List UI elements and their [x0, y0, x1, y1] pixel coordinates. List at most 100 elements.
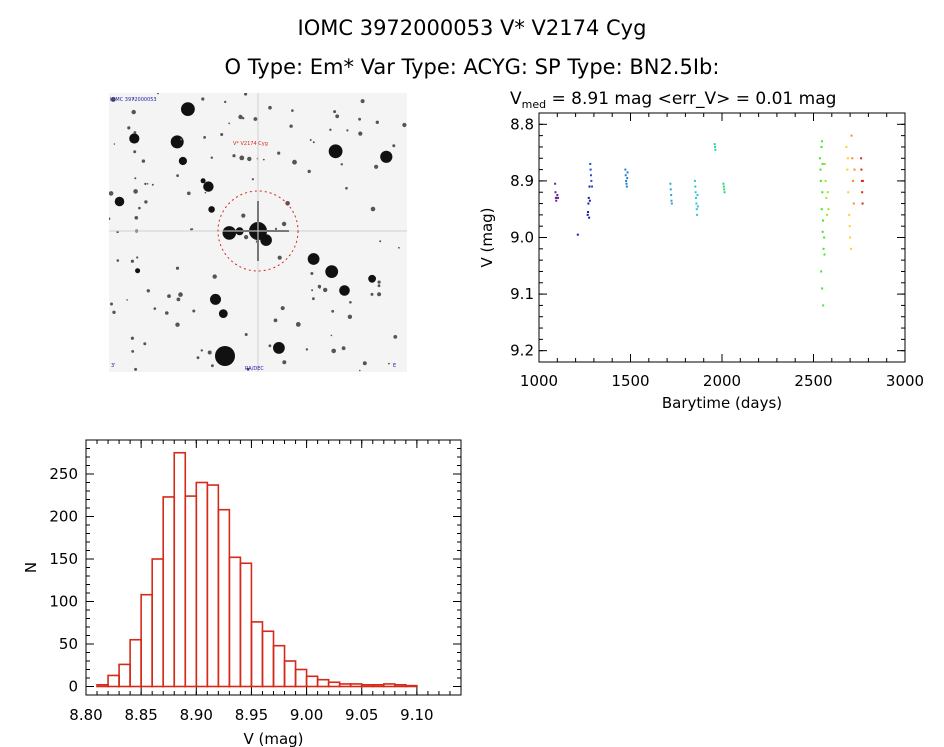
- lightcurve-point: [861, 179, 864, 182]
- histogram-bar: [228, 556, 242, 688]
- star-dot: [285, 201, 290, 206]
- star-dot: [244, 235, 249, 240]
- histogram-bar: [405, 684, 418, 688]
- star-field-image: IOMC 3972000053 V* V2174 Cyg 3' RA/DEC E: [109, 93, 407, 372]
- star-dot: [232, 154, 236, 158]
- lightcurve-point: [587, 196, 590, 199]
- lightcurve-x-tick-label: 1000: [520, 372, 558, 390]
- histogram-x-tick-label: 8.80: [69, 706, 102, 724]
- lightcurve-point: [860, 179, 863, 182]
- lightcurve-x-tick-label: 2500: [794, 372, 832, 390]
- lightcurve-point: [849, 236, 852, 239]
- star-dot: [175, 266, 180, 270]
- star-dot: [165, 311, 169, 315]
- histogram-bar: [173, 451, 187, 688]
- star-dot: [325, 265, 339, 278]
- lightcurve-point: [669, 188, 672, 191]
- lightcurve-y-tick-label: 8.8: [510, 115, 534, 133]
- star-dot: [307, 253, 320, 265]
- star-dot: [317, 284, 322, 289]
- star-dot: [109, 191, 114, 196]
- star-dot: [146, 289, 150, 293]
- lightcurve-point: [845, 145, 848, 148]
- lightcurve-point: [670, 194, 673, 197]
- image-label-bottom-right: E: [393, 363, 396, 369]
- lightcurve-point: [695, 196, 698, 199]
- lightcurve-point: [823, 162, 826, 165]
- star-dot: [153, 307, 157, 310]
- lightcurve-point: [848, 225, 851, 228]
- star-dot: [268, 105, 272, 110]
- lightcurve-point: [694, 185, 697, 188]
- lightcurve-point: [670, 199, 673, 202]
- star-dot: [135, 268, 141, 274]
- lightcurve-point: [588, 185, 591, 188]
- star-dot: [246, 367, 250, 371]
- lightcurve-point: [624, 174, 627, 177]
- bright-star: [215, 346, 235, 366]
- histogram-bar: [206, 484, 220, 688]
- histogram-bar: [316, 678, 330, 688]
- histogram-x-tick-label: 8.85: [124, 706, 157, 724]
- star-dot: [375, 120, 379, 124]
- star-dot: [241, 213, 246, 218]
- star-dot: [210, 156, 213, 159]
- lightcurve-point: [586, 213, 589, 216]
- lightcurve-point: [860, 157, 863, 160]
- star-dot: [109, 217, 111, 220]
- star-dot: [358, 117, 361, 121]
- star-dot: [203, 136, 206, 139]
- lightcurve-y-tick-label: 9.1: [510, 285, 534, 303]
- star-dot: [262, 158, 265, 161]
- lightcurve-point: [588, 199, 591, 202]
- lightcurve-point: [695, 208, 698, 211]
- star-dot: [273, 318, 278, 323]
- histogram-bar: [338, 683, 352, 688]
- star-dot: [167, 294, 171, 298]
- histogram-y-tick-label: 150: [49, 550, 78, 568]
- star-dot: [134, 367, 138, 371]
- image-label-target: V* V2174 Cyg: [233, 141, 268, 147]
- star-dot: [200, 349, 203, 352]
- histogram-y-tick-label: 250: [49, 465, 78, 483]
- histogram-bar: [250, 621, 264, 688]
- histogram-bar: [162, 496, 176, 688]
- image-label-bottom-left: 3': [111, 363, 116, 369]
- star-dot: [141, 159, 146, 163]
- star-dot: [138, 206, 141, 210]
- star-dot: [253, 117, 258, 121]
- histogram-bar: [360, 683, 374, 688]
- star-dot: [281, 221, 287, 227]
- star-dot: [224, 100, 227, 104]
- star-dot: [349, 301, 352, 304]
- lightcurve-point: [696, 213, 699, 216]
- lightcurve-point: [557, 196, 560, 199]
- star-dot: [388, 362, 390, 365]
- chart-title-line2: O Type: Em* Var Type: ACYG: SP Type: BN2…: [224, 55, 720, 79]
- star-dot: [131, 109, 136, 115]
- lightcurve-point: [589, 168, 592, 171]
- histogram-bar: [294, 668, 308, 688]
- star-dot: [146, 183, 149, 185]
- histogram-bar: [261, 630, 275, 688]
- lightcurve-point: [591, 185, 594, 188]
- star-dot: [309, 139, 312, 141]
- star-dot: [187, 191, 191, 196]
- histogram-bar: [349, 683, 363, 688]
- histogram-x-axis-label: V (mag): [243, 730, 303, 747]
- lightcurve-point: [818, 157, 821, 160]
- lightcurve-point: [587, 202, 590, 205]
- target-circle: [217, 190, 299, 272]
- star-dot: [273, 342, 285, 354]
- lightcurve-point: [850, 134, 853, 137]
- star-dot: [331, 309, 335, 313]
- star-dot: [282, 360, 287, 365]
- lightcurve-point: [722, 182, 725, 185]
- histogram-bar: [382, 683, 396, 688]
- histogram-bar: [371, 683, 385, 688]
- star-dot: [359, 369, 361, 372]
- star-dot: [274, 227, 278, 230]
- lightcurve-point: [625, 179, 628, 182]
- lightcurve-point: [555, 196, 558, 199]
- lightcurve-point: [861, 191, 864, 194]
